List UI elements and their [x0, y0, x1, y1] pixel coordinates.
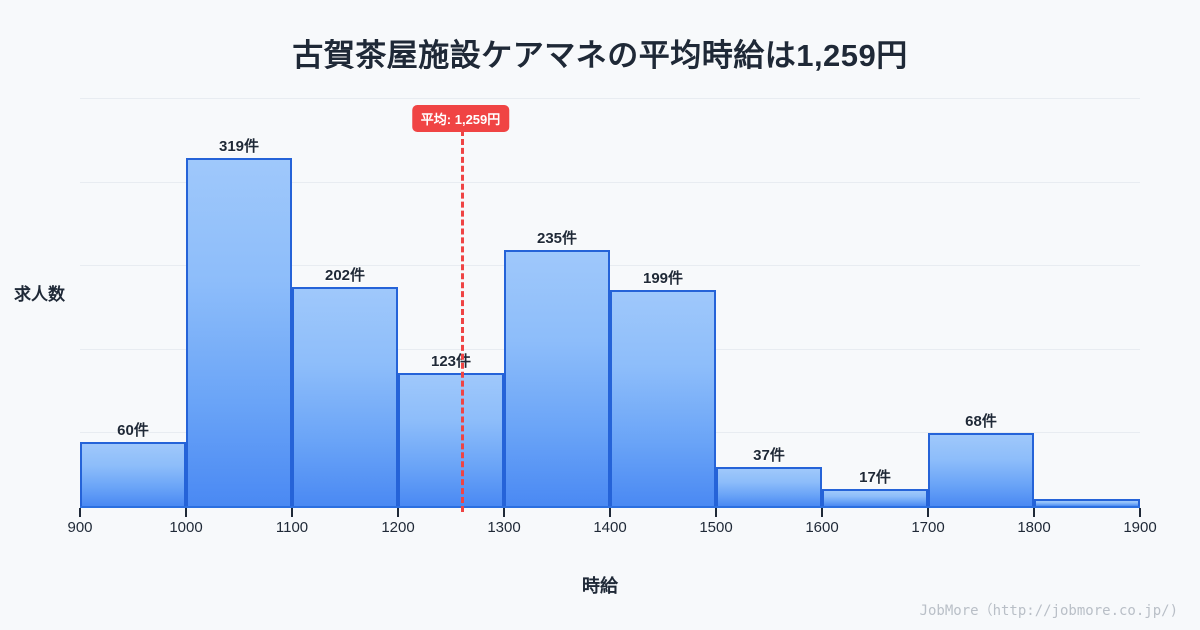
x-tick-label: 1700	[911, 519, 945, 536]
x-tick-label: 1000	[169, 519, 203, 536]
bar[interactable]	[292, 286, 398, 508]
x-tick-mark	[291, 508, 293, 517]
x-tick-label: 1400	[593, 519, 627, 536]
x-tick-mark	[1033, 508, 1035, 517]
x-tick-label: 1600	[805, 519, 839, 536]
gridline	[80, 181, 1140, 183]
x-tick-label: 1800	[1017, 519, 1051, 536]
bar[interactable]	[504, 250, 610, 508]
bar-value-label: 37件	[753, 447, 785, 465]
x-tick-mark	[503, 508, 505, 517]
watermark-footer: JobMore（http://jobmore.co.jp/)	[919, 603, 1178, 619]
bar-value-label: 123件	[430, 353, 472, 371]
x-tick-label: 1200	[381, 519, 415, 536]
plot-area	[80, 98, 1140, 508]
x-tick-label: 1500	[699, 519, 733, 536]
bar-value-label: 235件	[536, 230, 578, 248]
x-tick-mark	[185, 508, 187, 517]
bar-value-label: 199件	[642, 269, 684, 287]
chart-title: 古賀茶屋施設ケアマネの平均時給は1,259円	[292, 38, 908, 73]
x-tick-label: 1900	[1123, 519, 1157, 536]
x-tick-mark	[397, 508, 399, 517]
x-tick-label: 1100	[275, 519, 309, 536]
x-tick-label: 900	[67, 519, 93, 536]
bar-value-label: 319件	[218, 138, 260, 156]
bar-value-label: 202件	[324, 266, 366, 284]
x-tick-mark	[927, 508, 929, 517]
bar[interactable]	[398, 373, 504, 508]
x-tick-label: 1300	[487, 519, 521, 536]
gridline	[80, 98, 1140, 99]
gridline	[80, 265, 1140, 266]
average-badge: 平均: 1,259円	[411, 105, 510, 132]
bar[interactable]	[716, 467, 822, 508]
bar-value-label: 17件	[859, 469, 891, 487]
bar[interactable]	[186, 158, 292, 508]
x-tick-mark	[1139, 508, 1141, 517]
x-tick-mark	[715, 508, 717, 517]
x-tick-mark	[79, 508, 81, 517]
x-tick-mark	[609, 508, 611, 517]
bar-value-label: 60件	[117, 422, 149, 440]
x-tick-mark	[821, 508, 823, 517]
y-axis-label: 求人数	[14, 285, 65, 304]
bar-value-label: 68件	[965, 413, 997, 431]
bar[interactable]	[928, 433, 1034, 508]
x-axis-label: 時給	[582, 576, 618, 596]
x-axis-baseline	[80, 506, 1140, 508]
average-line	[460, 130, 464, 512]
bar[interactable]	[80, 442, 186, 508]
bar[interactable]	[610, 289, 716, 508]
